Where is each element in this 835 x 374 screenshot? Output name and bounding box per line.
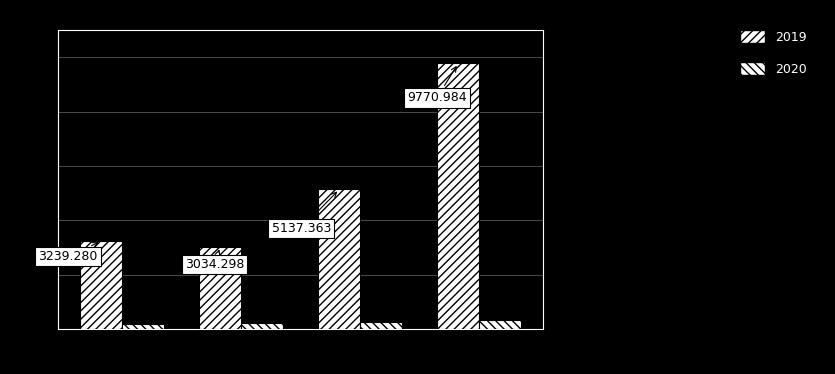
Bar bbox=[318, 189, 360, 329]
Legend: 2019, 2020: 2019, 2020 bbox=[736, 25, 812, 81]
Text: 9770.984: 9770.984 bbox=[407, 67, 467, 104]
Bar bbox=[438, 63, 479, 329]
Bar bbox=[80, 241, 122, 329]
Bar bbox=[200, 246, 241, 329]
Text: 3034.298: 3034.298 bbox=[185, 251, 244, 271]
Bar bbox=[360, 322, 402, 329]
Bar bbox=[479, 320, 521, 329]
Bar bbox=[241, 323, 283, 329]
Bar bbox=[122, 324, 164, 329]
Text: 3239.280: 3239.280 bbox=[38, 243, 98, 263]
Text: 5137.363: 5137.363 bbox=[271, 192, 337, 235]
